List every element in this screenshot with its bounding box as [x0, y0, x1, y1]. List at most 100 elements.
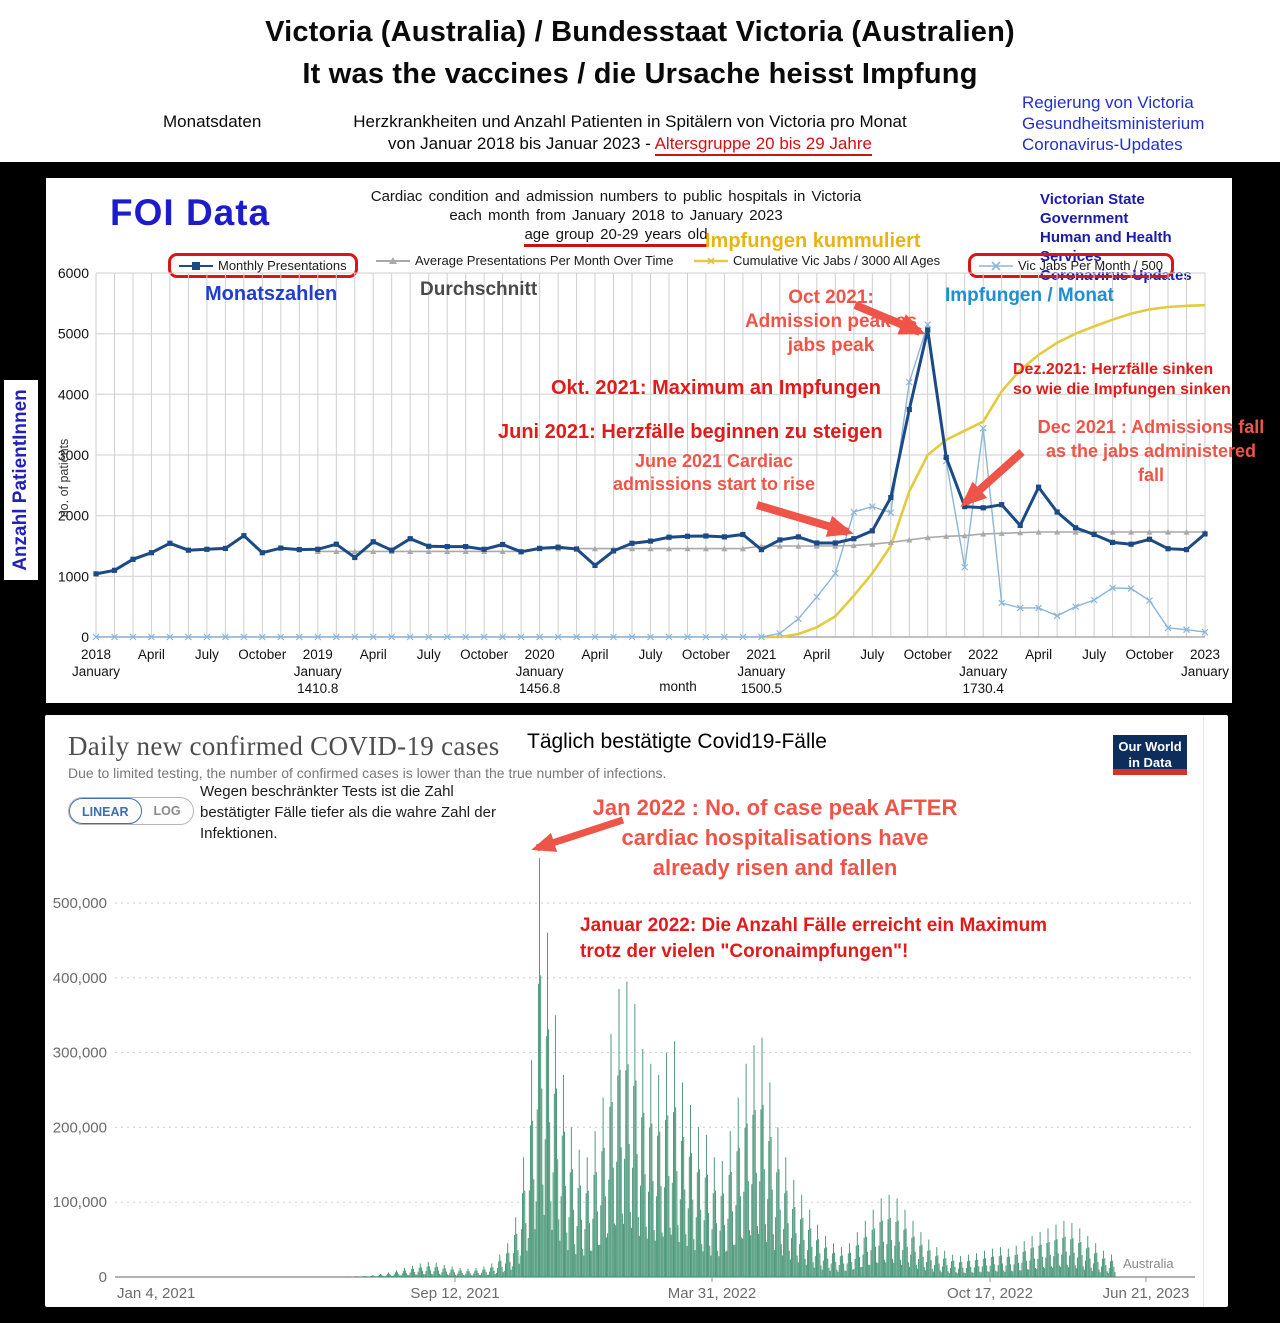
header-description-line1: Herzkrankheiten und Anzahl Patienten in … — [353, 112, 907, 131]
annotation-okt-2021-german: Okt. 2021: Maximum an Impfungen — [550, 377, 882, 399]
durchschnitt-label: Durchschnitt — [420, 279, 538, 300]
svg-text:2018: 2018 — [81, 647, 111, 662]
impfungen-monat-label: Impfungen / Monat — [945, 285, 1114, 306]
svg-text:October: October — [460, 647, 509, 662]
legend-cumulative-label: Cumulative Vic Jabs / 3000 All Ages — [733, 253, 941, 268]
panel-scroll-divider — [1203, 715, 1204, 1307]
page-header: Victoria (Australia) / Bundesstaat Victo… — [0, 0, 1280, 162]
svg-text:January: January — [72, 664, 120, 679]
svg-text:Mar 31, 2022: Mar 31, 2022 — [668, 1285, 756, 1302]
svg-text:January: January — [737, 664, 785, 679]
impfungen-kummuliert-label: Impfungen kummuliert — [705, 230, 921, 252]
svg-text:April: April — [1025, 647, 1052, 662]
svg-text:month: month — [659, 679, 697, 694]
owid-logo-red-strip — [1113, 769, 1187, 775]
anzahl-patientinnen-vertical-label: Anzahl PatientInnen — [4, 380, 38, 580]
svg-text:Jun 21, 2023: Jun 21, 2023 — [1103, 1285, 1190, 1302]
svg-text:2019: 2019 — [303, 647, 333, 662]
annotation-june-2021-english: June 2021 Cardiac admissions start to ri… — [612, 451, 816, 494]
svg-text:300,000: 300,000 — [53, 1045, 107, 1062]
svg-text:no. of patients: no. of patients — [57, 439, 71, 518]
annotation-oct-2021-english: Oct 2021: Admission peak as jabs peak — [744, 287, 918, 356]
gov-caption-line2: Human and Health Services — [1040, 229, 1172, 265]
svg-text:100,000: 100,000 — [53, 1194, 107, 1211]
svg-text:400,000: 400,000 — [53, 970, 107, 987]
svg-text:5000: 5000 — [58, 326, 89, 342]
svg-text:April: April — [803, 647, 830, 662]
header-description: Herzkrankheiten und Anzahl Patienten in … — [290, 111, 970, 156]
gov-link-2[interactable]: Gesundheitsministerium — [1022, 114, 1205, 133]
svg-text:1730.4: 1730.4 — [963, 681, 1005, 696]
gov-link-1[interactable]: Regierung von Victoria — [1022, 93, 1194, 112]
svg-text:January: January — [1181, 664, 1229, 679]
legend-cumulative-jabs[interactable]: Cumulative Vic Jabs / 3000 All Ages — [694, 253, 940, 268]
svg-text:January: January — [294, 664, 342, 679]
svg-text:Sep 12, 2021: Sep 12, 2021 — [410, 1285, 499, 1302]
svg-text:July: July — [1082, 647, 1106, 662]
svg-text:January: January — [516, 664, 564, 679]
chart1-title: Cardiac condition and admission numbers … — [336, 187, 896, 247]
foi-chart-panel: FOI Data Cardiac condition and admission… — [46, 178, 1264, 703]
svg-text:6000: 6000 — [58, 265, 89, 281]
svg-text:Oct 17, 2022: Oct 17, 2022 — [947, 1285, 1033, 1302]
svg-text:April: April — [581, 647, 608, 662]
svg-text:0: 0 — [81, 629, 89, 645]
svg-text:2021: 2021 — [746, 647, 776, 662]
annotation-dec-2021-english: Dec 2021 : Admissions fall as the jabs a… — [1037, 417, 1265, 485]
svg-text:July: July — [638, 647, 662, 662]
limited-testing-note-german: Wegen beschränkter Tests ist die Zahl be… — [200, 783, 496, 842]
chart1-government-caption: Victorian State Government Human and Hea… — [1040, 190, 1232, 285]
gov-link-3[interactable]: Coronavirus-Updates — [1022, 135, 1183, 154]
svg-text:500,000: 500,000 — [53, 895, 107, 912]
owid-logo[interactable]: Our World in Data — [1113, 735, 1187, 775]
svg-text:October: October — [1125, 647, 1174, 662]
annotation-jan-2022-german: Januar 2022: Die Anzahl Fälle erreicht e… — [580, 915, 1048, 962]
svg-text:October: October — [238, 647, 287, 662]
gov-caption-line1: Victorian State Government — [1040, 191, 1145, 227]
svg-text:1000: 1000 — [58, 568, 89, 584]
svg-text:1410.8: 1410.8 — [297, 681, 338, 696]
chart1-title-line2: each month from January 2018 to January … — [449, 207, 783, 224]
svg-text:July: July — [860, 647, 884, 662]
annotation-juni-2021-german: Juni 2021: Herzfälle beginnen zu steigen — [498, 421, 883, 443]
chart1-title-agegroup: age group 20-29 years old — [524, 226, 708, 247]
owid-logo-line1: Our World — [1118, 739, 1182, 754]
svg-text:200,000: 200,000 — [53, 1119, 107, 1136]
svg-text:October: October — [904, 647, 953, 662]
legend-jabs-label: Vic Jabs Per Month / 500 — [1018, 258, 1164, 273]
legend-monthly-presentations[interactable]: Monthly Presentations — [168, 253, 358, 278]
log-toggle-button[interactable]: LOG — [153, 804, 181, 818]
svg-text:July: July — [417, 647, 441, 662]
legend-average-label: Average Presentations Per Month Over Tim… — [415, 253, 674, 268]
linear-toggle-button[interactable]: LINEAR — [69, 798, 142, 824]
svg-text:July: July — [195, 647, 219, 662]
legend-jabs-per-month[interactable]: Vic Jabs Per Month / 500 — [968, 253, 1175, 278]
owid-chart-title-german: Täglich bestätigte Covid19-Fälle — [527, 730, 827, 753]
monatszahlen-label: Monatszahlen — [205, 283, 338, 305]
header-agegroup-highlight: Altersgruppe 20 bis 29 Jahre — [654, 134, 872, 156]
svg-text:January: January — [959, 664, 1007, 679]
legend-marker-average-icon — [376, 256, 410, 264]
legend-marker-monthly-icon — [179, 261, 213, 270]
svg-text:2022: 2022 — [968, 647, 998, 662]
svg-text:2023: 2023 — [1190, 647, 1220, 662]
svg-text:2000: 2000 — [58, 508, 89, 524]
arrow-to-case-peak — [531, 816, 625, 852]
legend-marker-cumulative-icon — [694, 256, 728, 265]
page-title-line2: It was the vaccines / die Ursache heisst… — [302, 58, 978, 90]
legend-average-presentations[interactable]: Average Presentations Per Month Over Tim… — [376, 253, 673, 268]
svg-text:2020: 2020 — [525, 647, 555, 662]
annotation-jan-2022-english: Jan 2022 : No. of case peak AFTER cardia… — [592, 795, 958, 880]
svg-text:October: October — [682, 647, 731, 662]
legend-monthly-label: Monthly Presentations — [218, 258, 347, 273]
anzahl-patientinnen-text: Anzahl PatientInnen — [10, 389, 31, 571]
foi-line-chart: 0 1000 2000 3000 4000 5000 6000 2018 January Apri… — [57, 265, 1229, 696]
svg-text:0: 0 — [99, 1269, 107, 1286]
header-description-line2: von Januar 2018 bis Januar 2023 - — [388, 134, 655, 153]
annotation-dez-2021-german: Dez.2021: Herzfälle sinken so wie die Im… — [1013, 361, 1231, 398]
header-gov-links: Regierung von Victoria Gesundheitsminist… — [1022, 92, 1204, 155]
svg-text:Jan 4, 2021: Jan 4, 2021 — [117, 1285, 195, 1302]
svg-text:April: April — [138, 647, 165, 662]
owid-logo-line2: in Data — [1128, 755, 1172, 770]
svg-text:1500.5: 1500.5 — [741, 681, 782, 696]
